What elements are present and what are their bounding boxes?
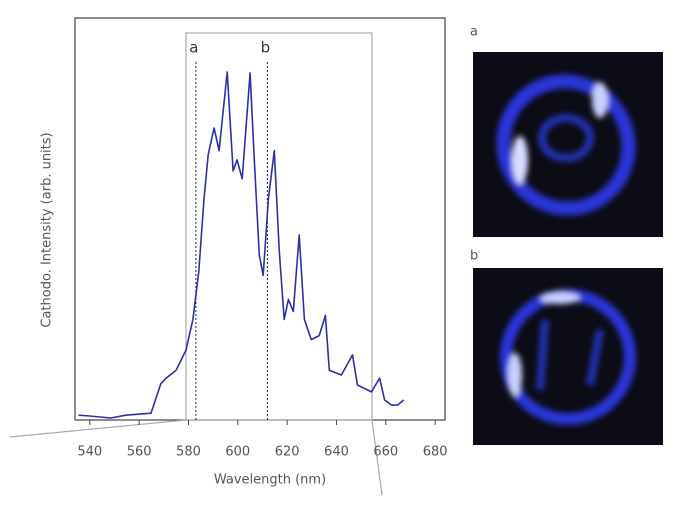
spectrum-line xyxy=(78,71,405,419)
zoom-line xyxy=(9,419,187,438)
x-tick-label: 560 xyxy=(127,445,152,460)
image-b xyxy=(473,268,663,445)
x-tick-label: 540 xyxy=(77,445,102,460)
x-axis-label: Wavelength (nm) xyxy=(214,473,326,488)
image-a xyxy=(473,52,663,237)
image-content xyxy=(496,74,636,216)
marker-label: a xyxy=(189,39,198,57)
zoom-box xyxy=(185,32,373,421)
y-axis-label: Cathodo. Intensity (arb. units) xyxy=(40,132,55,327)
x-tick-label: 660 xyxy=(373,445,398,460)
marker-label: b xyxy=(261,39,271,57)
x-tick-label: 580 xyxy=(176,445,201,460)
zoom-line xyxy=(371,419,383,496)
x-tick-label: 640 xyxy=(324,445,349,460)
image-label: a xyxy=(470,25,478,40)
image-content xyxy=(500,289,636,425)
x-tick-label: 600 xyxy=(225,445,250,460)
image-label: b xyxy=(470,249,478,264)
plot-frame xyxy=(74,17,446,421)
x-tick-label: 620 xyxy=(275,445,300,460)
x-tick-label: 680 xyxy=(423,445,448,460)
